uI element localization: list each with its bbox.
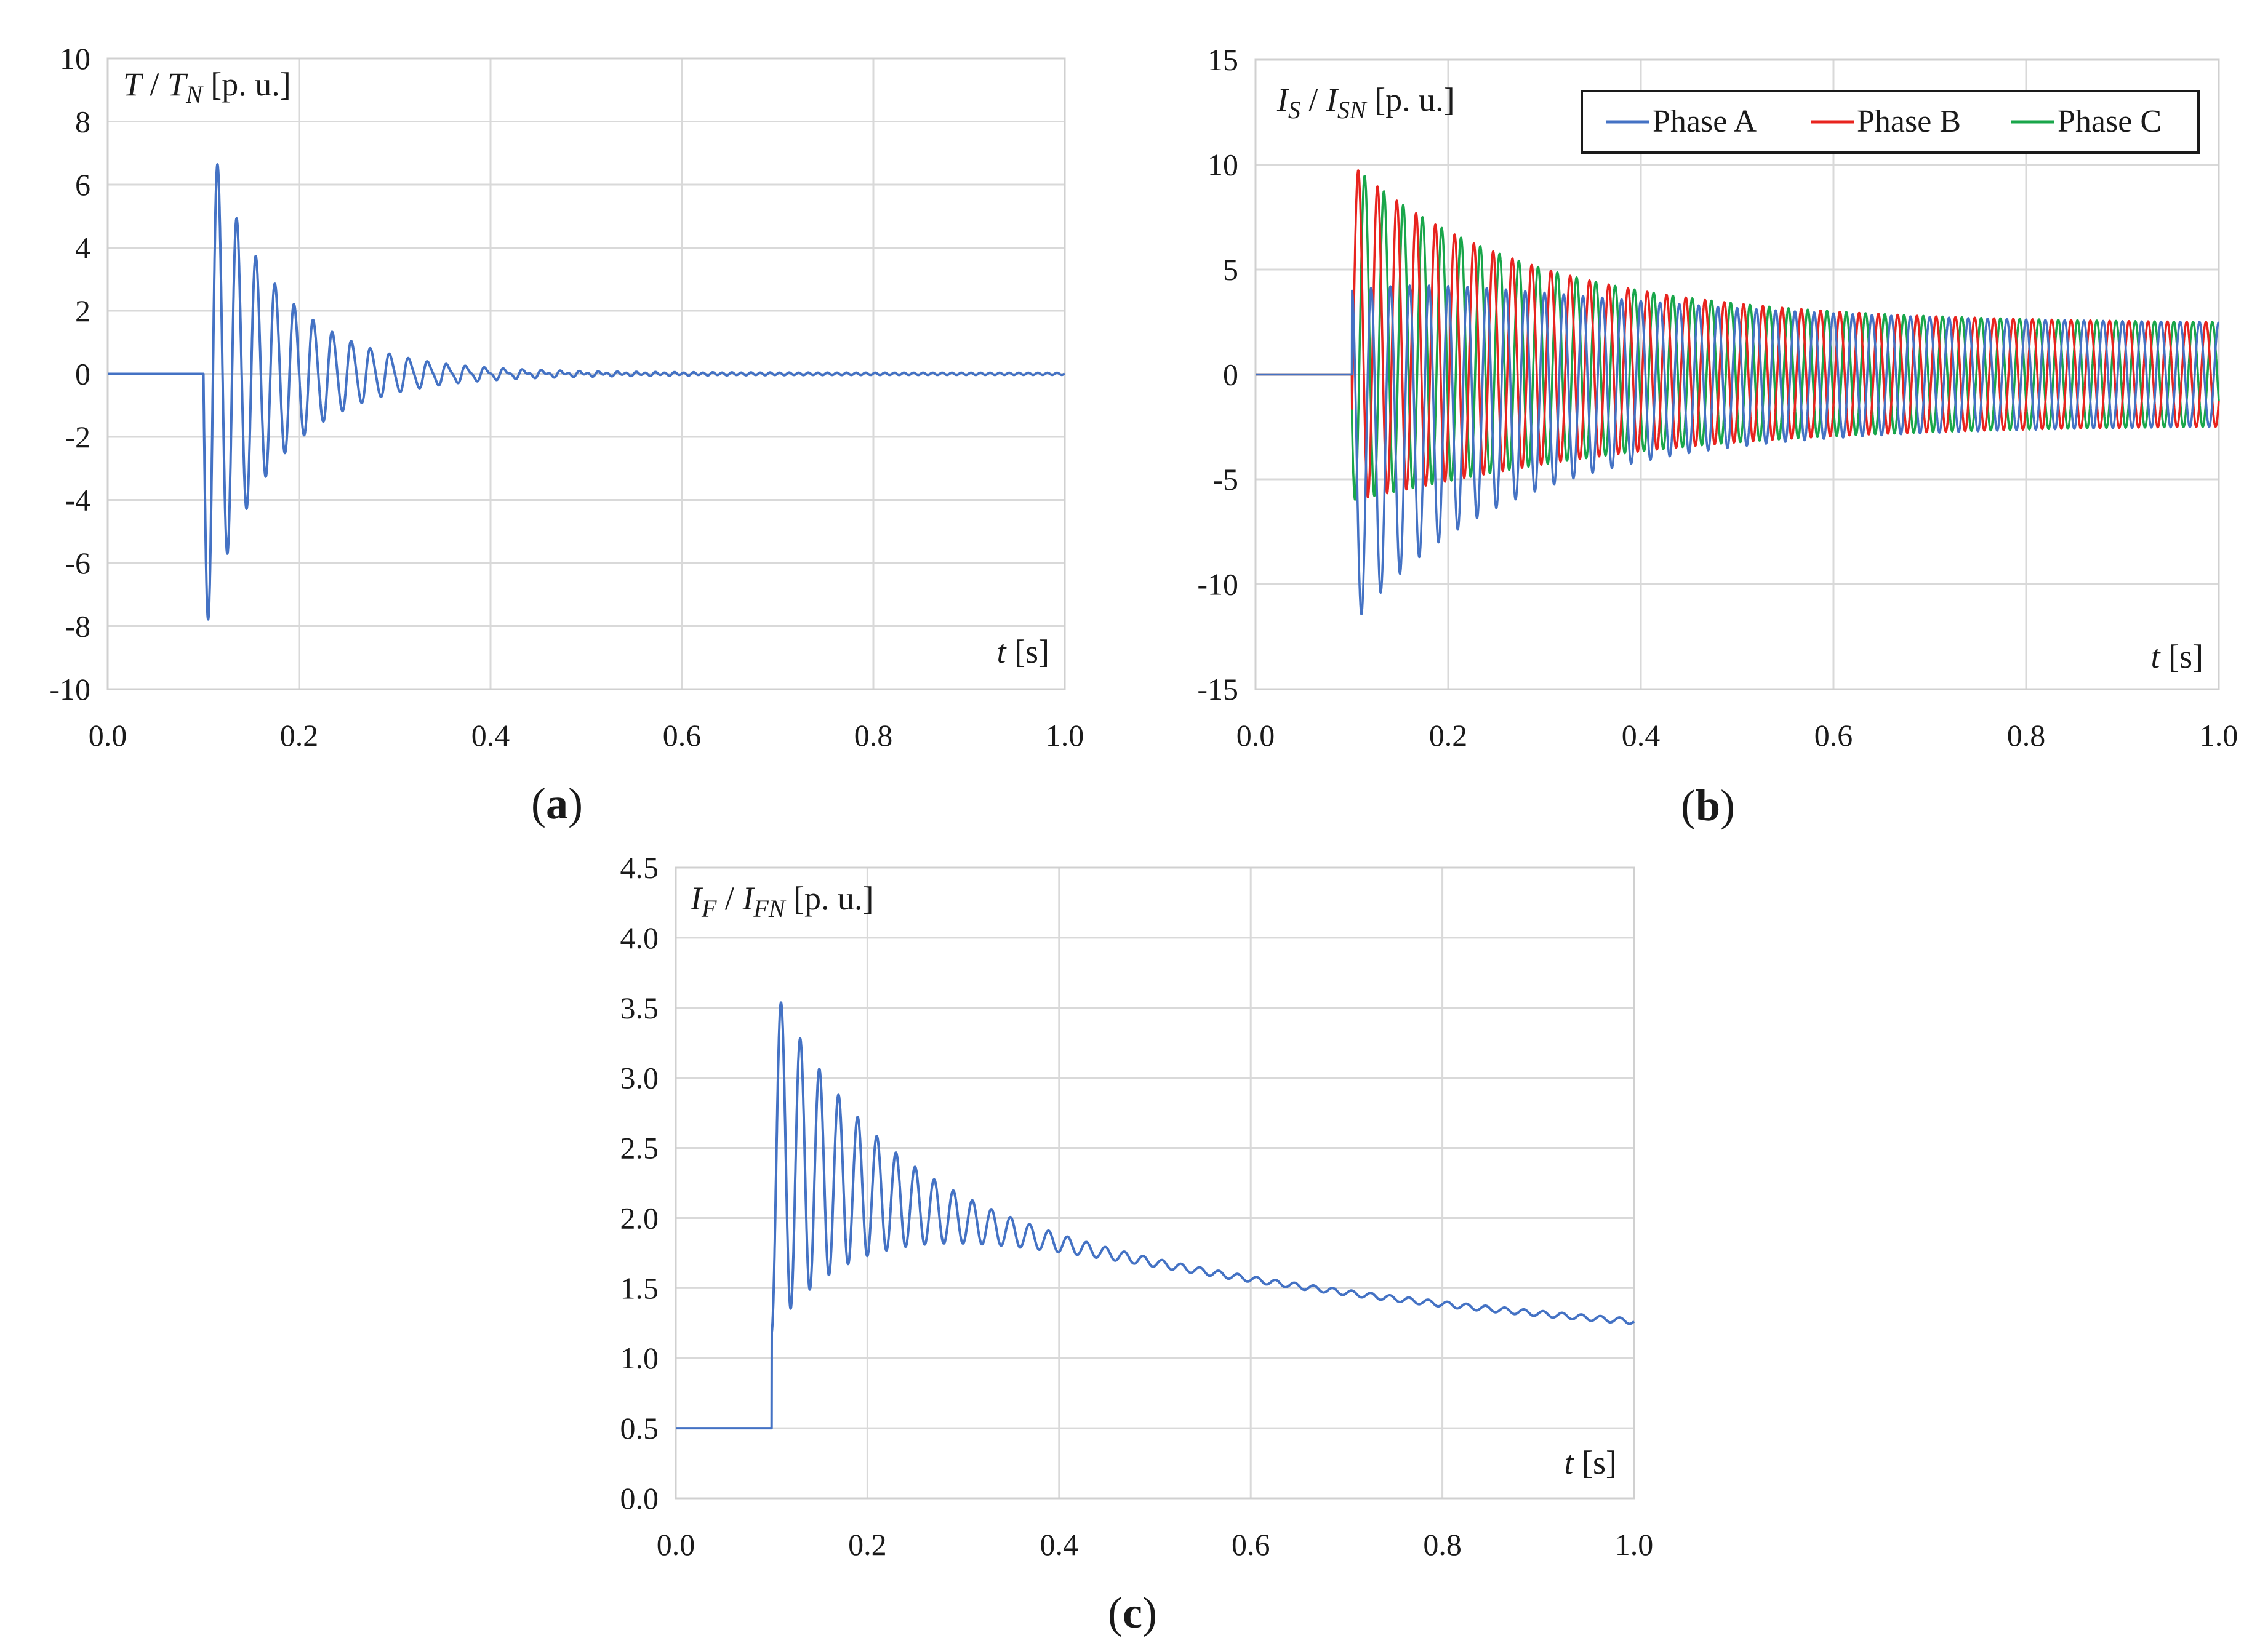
chart-b-xtick-label: 0.0 bbox=[1236, 718, 1275, 753]
chart-a-ticks: -10 -8 -6 -4 -2 0 2 4 6 8 10 0.0 0.2 0.4 0.6 0.8 1.0 bbox=[49, 41, 1084, 753]
chart-c-xtick-label: 1.0 bbox=[1615, 1527, 1654, 1562]
chart-b-xtick-label: 0.2 bbox=[1429, 718, 1468, 753]
chart-b-series-phase-b bbox=[1254, 169, 2220, 498]
chart-b: -15 -10 -5 0 5 10 15 0.0 0.2 0.4 0.6 0.8 1.0 IS / IS… bbox=[1197, 42, 2238, 830]
chart-c-xtick-label: 0.0 bbox=[657, 1527, 695, 1562]
chart-c-ytick-label: 1.5 bbox=[620, 1271, 659, 1305]
chart-a-xtick-label: 0.2 bbox=[280, 718, 319, 753]
chart-b-legend: Phase A Phase B Phase C bbox=[1581, 90, 2200, 154]
chart-b-ytick-label: -15 bbox=[1197, 672, 1238, 706]
chart-c-gridlines bbox=[675, 866, 1635, 1500]
chart-c-ytick-label: 0.0 bbox=[620, 1481, 659, 1516]
legend-label-phase-c: Phase C bbox=[2058, 104, 2162, 139]
chart-a-xtick-label: 0.8 bbox=[854, 718, 893, 753]
chart-a-ylabel: T / TN [p. u.] bbox=[123, 66, 291, 108]
chart-a-xtick-label: 1.0 bbox=[1046, 718, 1084, 753]
chart-c-xlabel: t [s] bbox=[1565, 1444, 1617, 1481]
chart-a-ytick-label: -8 bbox=[65, 609, 90, 644]
chart-a-ytick-label: 8 bbox=[75, 105, 90, 139]
chart-c-ytick-label: 1.0 bbox=[620, 1341, 659, 1375]
chart-c-ytick-label: 0.5 bbox=[620, 1411, 659, 1445]
chart-a-xtick-label: 0.6 bbox=[663, 718, 702, 753]
chart-a-panel-label: (a) bbox=[531, 779, 583, 828]
chart-b-xlabel: t [s] bbox=[2151, 638, 2204, 675]
legend-label-phase-a: Phase A bbox=[1653, 104, 1757, 139]
chart-b-gridlines bbox=[1254, 58, 2220, 690]
chart-b-ytick-label: 15 bbox=[1208, 42, 1238, 77]
chart-c-xtick-label: 0.6 bbox=[1232, 1527, 1270, 1562]
chart-c-xtick-label: 0.2 bbox=[848, 1527, 887, 1562]
chart-b-xtick-label: 0.8 bbox=[2007, 718, 2046, 753]
chart-c-series bbox=[675, 1001, 1635, 1430]
chart-c-panel-label: (c) bbox=[1108, 1588, 1157, 1637]
chart-a-ytick-label: -6 bbox=[65, 546, 90, 580]
chart-c-ticks: 0.0 0.5 1.0 1.5 2.0 2.5 3.0 3.5 4.0 4.5 0.0 0.2 0.4 0… bbox=[620, 850, 1654, 1562]
chart-c: 0.0 0.5 1.0 1.5 2.0 2.5 3.0 3.5 4.0 4.5 0.0 0.2 0.4 0… bbox=[620, 850, 1654, 1637]
chart-a-ytick-label: 2 bbox=[75, 294, 90, 328]
chart-b-ylabel: IS / ISN [p. u.] bbox=[1276, 81, 1455, 124]
chart-b-xtick-label: 0.4 bbox=[1622, 718, 1661, 753]
chart-b-ytick-label: -10 bbox=[1197, 567, 1238, 602]
chart-b-panel-label: (b) bbox=[1681, 781, 1735, 830]
chart-c-plot-frame bbox=[675, 866, 1635, 1500]
chart-a-ytick-label: -4 bbox=[65, 483, 90, 517]
chart-b-ytick-label: -5 bbox=[1212, 462, 1238, 497]
chart-a-ytick-label: 10 bbox=[60, 41, 90, 76]
chart-b-ticks: -15 -10 -5 0 5 10 15 0.0 0.2 0.4 0.6 0.8 1.0 bbox=[1197, 42, 2238, 753]
chart-b-series-phase-a bbox=[1254, 284, 2220, 616]
chart-a-ytick-label: -10 bbox=[49, 672, 90, 706]
chart-b-series bbox=[1254, 169, 2220, 616]
chart-a-series bbox=[106, 163, 1066, 621]
chart-b-xtick-label: 0.6 bbox=[1814, 718, 1853, 753]
chart-c-ytick-label: 4.0 bbox=[620, 921, 659, 955]
chart-a-xtick-label: 0.4 bbox=[471, 718, 510, 753]
chart-c-ytick-label: 3.5 bbox=[620, 991, 659, 1025]
chart-c-ytick-label: 3.0 bbox=[620, 1061, 659, 1095]
legend-label-phase-b: Phase B bbox=[1857, 104, 1961, 139]
chart-c-ytick-label: 2.0 bbox=[620, 1201, 659, 1235]
chart-c-xtick-label: 0.8 bbox=[1423, 1527, 1462, 1562]
chart-b-ytick-label: 5 bbox=[1223, 252, 1238, 287]
chart-b-ytick-label: 10 bbox=[1208, 148, 1238, 182]
chart-a: -10 -8 -6 -4 -2 0 2 4 6 8 10 0.0 0.2 0.4 0.6 0.8 1.0 T /… bbox=[49, 41, 1084, 828]
chart-a-ytick-label: 6 bbox=[75, 167, 90, 202]
chart-b-ytick-label: 0 bbox=[1223, 358, 1238, 392]
chart-a-series-line bbox=[106, 163, 1066, 621]
chart-c-xtick-label: 0.4 bbox=[1040, 1527, 1079, 1562]
legend-box bbox=[1581, 90, 2200, 154]
chart-a-ytick-label: 4 bbox=[75, 231, 90, 265]
chart-a-xtick-label: 0.0 bbox=[89, 718, 127, 753]
chart-a-xlabel: t [s] bbox=[997, 633, 1050, 670]
chart-c-ytick-label: 4.5 bbox=[620, 850, 659, 885]
chart-b-xtick-label: 1.0 bbox=[2200, 718, 2238, 753]
chart-c-ylabel: IF / IFN [p. u.] bbox=[690, 880, 874, 922]
chart-a-ytick-label: 0 bbox=[75, 357, 90, 391]
chart-a-ytick-label: -2 bbox=[65, 420, 90, 454]
chart-c-series-line bbox=[675, 1001, 1635, 1430]
chart-c-ytick-label: 2.5 bbox=[620, 1131, 659, 1165]
